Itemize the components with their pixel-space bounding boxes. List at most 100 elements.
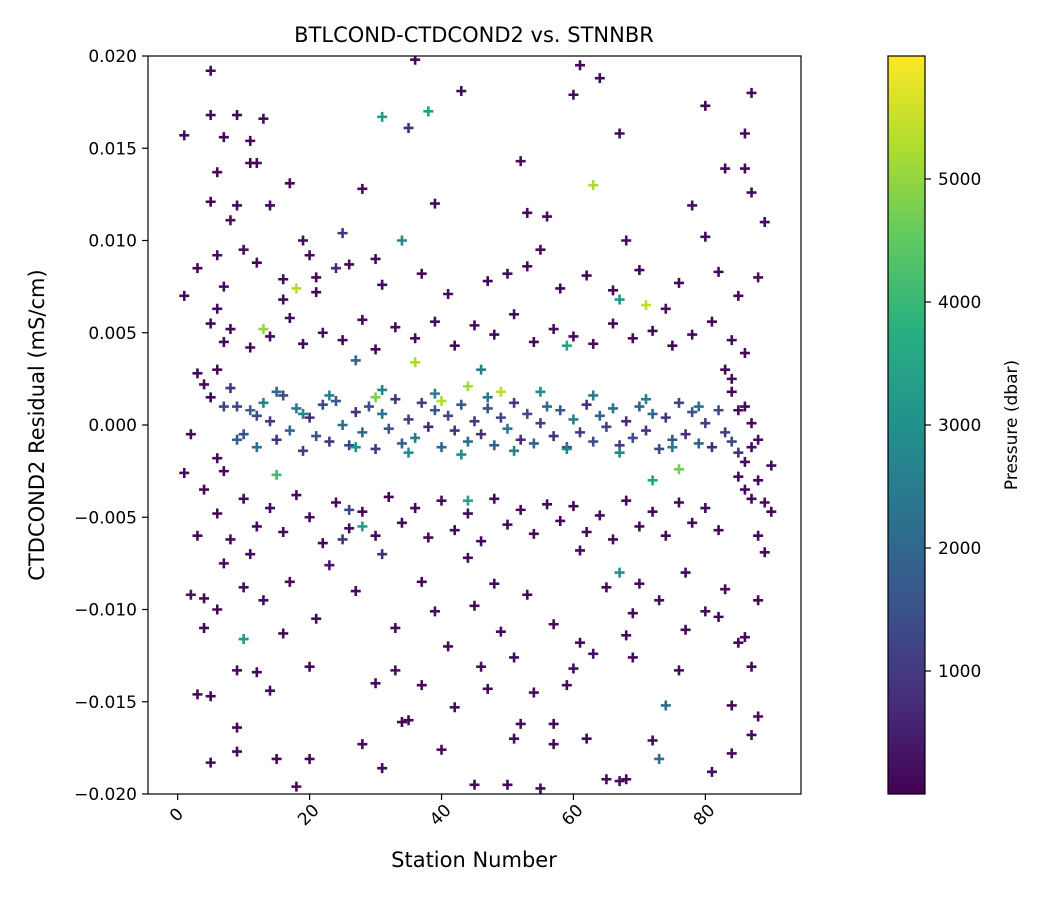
scatter-point	[251, 257, 262, 268]
scatter-point	[337, 534, 348, 545]
scatter-point	[687, 517, 698, 528]
scatter-point	[509, 445, 520, 456]
scatter-point	[238, 493, 249, 504]
scatter-point	[199, 379, 210, 390]
scatter-point	[271, 469, 282, 480]
scatter-point	[548, 739, 559, 750]
y-tick-label: −0.005	[74, 508, 137, 528]
scatter-point	[344, 440, 355, 451]
scatter-point	[258, 113, 269, 124]
scatter-point	[225, 324, 236, 335]
scatter-point	[311, 287, 322, 298]
scatter-point	[377, 111, 388, 122]
scatter-point	[522, 261, 533, 272]
scatter-point	[232, 665, 243, 676]
scatter-point	[713, 611, 724, 622]
scatter-point	[278, 628, 289, 639]
scatter-point	[429, 316, 440, 327]
scatter-point	[416, 397, 427, 408]
scatter-point	[561, 680, 572, 691]
scatter-point	[199, 622, 210, 633]
colorbar	[887, 55, 926, 795]
scatter-point	[278, 527, 289, 538]
scatter-point	[713, 405, 724, 416]
scatter-point	[251, 521, 262, 532]
scatter-point	[601, 421, 612, 432]
scatter-point	[284, 178, 295, 189]
scatter-point	[515, 156, 526, 167]
scatter-point	[258, 595, 269, 606]
scatter-point	[317, 327, 328, 338]
scatter-point	[370, 253, 381, 264]
y-tick-label: −0.020	[74, 785, 137, 805]
scatter-point	[733, 405, 744, 416]
scatter-point	[575, 637, 586, 648]
scatter-point	[700, 231, 711, 242]
scatter-point	[251, 667, 262, 678]
scatter-point	[232, 746, 243, 757]
scatter-point	[608, 285, 619, 296]
scatter-point	[212, 453, 223, 464]
scatter-point	[753, 475, 764, 486]
scatter-point	[205, 196, 216, 207]
scatter-point	[575, 60, 586, 71]
scatter-point	[265, 200, 276, 211]
y-tick-label: 0.020	[88, 47, 137, 67]
x-tick-label: 20	[294, 801, 323, 830]
scatter-point	[528, 438, 539, 449]
scatter-point	[608, 534, 619, 545]
scatter-point	[614, 776, 625, 787]
scatter-point	[218, 132, 229, 143]
scatter-point	[225, 215, 236, 226]
scatter-point	[205, 318, 216, 329]
scatter-point	[218, 401, 229, 412]
scatter-point	[673, 397, 684, 408]
scatter-point	[746, 729, 757, 740]
scatter-point	[324, 436, 335, 447]
scatter-point	[706, 316, 717, 327]
scatter-point	[469, 416, 480, 427]
scatter-point	[581, 399, 592, 410]
scatter-point	[218, 336, 229, 347]
x-axis-label: Station Number	[391, 848, 557, 872]
scatter-point	[192, 263, 203, 274]
scatter-point	[185, 429, 196, 440]
scatter-point	[403, 447, 414, 458]
scatter-point	[614, 128, 625, 139]
scatter-point	[344, 504, 355, 515]
scatter-point	[555, 283, 566, 294]
scatter-point	[614, 447, 625, 458]
scatter-point	[667, 442, 678, 453]
scatter-point	[205, 691, 216, 702]
scatter-point	[561, 340, 572, 351]
scatter-point	[720, 163, 731, 174]
scatter-point	[495, 386, 506, 397]
scatter-point	[396, 517, 407, 528]
scatter-point	[535, 783, 546, 794]
scatter-point	[766, 460, 777, 471]
scatter-point	[304, 250, 315, 261]
scatter-point	[733, 637, 744, 648]
scatter-point	[238, 429, 249, 440]
scatter-point	[469, 320, 480, 331]
scatter-point	[396, 717, 407, 728]
scatter-point	[733, 471, 744, 482]
scatter-point	[509, 309, 520, 320]
scatter-point	[416, 680, 427, 691]
scatter-point	[278, 390, 289, 401]
scatter-point	[700, 100, 711, 111]
colorbar-ticks: 1000 2000 3000 4000 5000	[925, 170, 981, 682]
scatter-point	[654, 443, 665, 454]
scatter-point	[687, 200, 698, 211]
x-tick-label: 60	[558, 801, 587, 830]
scatter-point	[377, 549, 388, 560]
scatter-point	[462, 436, 473, 447]
scatter-point	[608, 403, 619, 414]
scatter-point	[199, 484, 210, 495]
scatter-point	[528, 687, 539, 698]
scatter-point	[232, 110, 243, 121]
scatter-point	[601, 774, 612, 785]
scatter-point	[640, 300, 651, 311]
scatter-point	[304, 512, 315, 523]
